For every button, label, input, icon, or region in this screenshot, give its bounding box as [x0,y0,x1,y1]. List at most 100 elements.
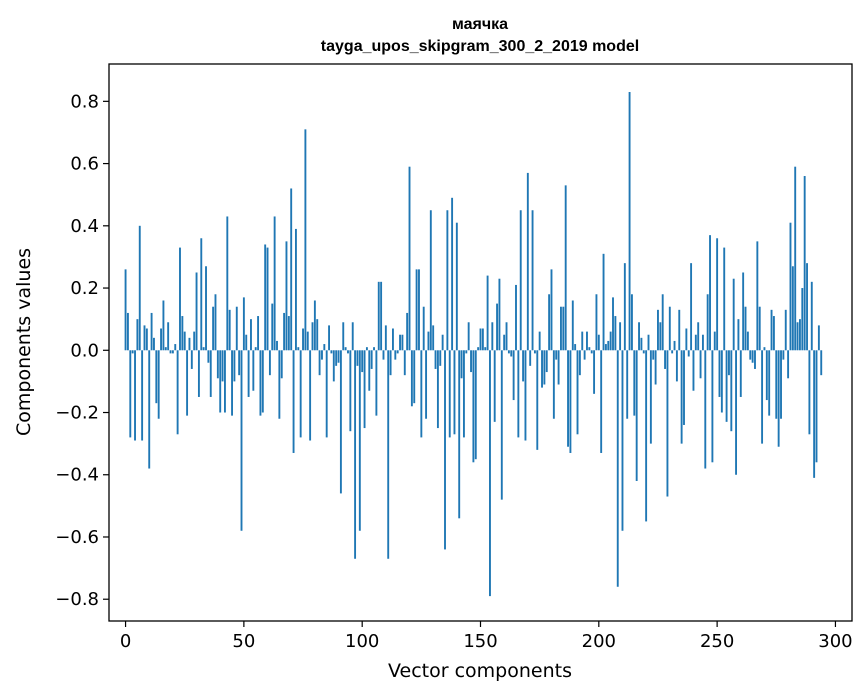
bar [321,350,323,360]
bar [517,350,520,438]
bar [744,306,747,351]
bar [723,247,726,351]
y-axis-label: Components values [13,248,35,436]
bar [479,328,482,351]
bar [801,288,804,351]
bar [732,278,735,351]
bar [339,350,342,494]
bar [477,347,480,351]
bar [181,316,184,351]
bar [640,337,643,351]
bar [344,347,347,351]
bar [458,350,461,519]
bar [545,350,548,373]
bar [384,325,387,351]
bar [486,275,489,351]
bar [761,350,764,444]
bar [642,350,645,354]
y-tick-label: 0.2 [70,278,99,299]
bar [571,300,574,351]
bar [796,322,799,351]
bar [205,266,207,351]
bar [507,350,510,354]
bar [176,350,179,435]
bar [664,350,667,369]
bar [299,350,302,438]
bar [164,347,167,351]
x-tick-label: 250 [700,631,734,652]
bar [718,350,721,397]
bar [247,350,250,397]
bar [588,347,591,351]
bar [673,340,676,351]
y-tick-label: −0.4 [55,465,99,486]
bar [143,325,146,351]
bar [557,350,560,385]
bar [647,334,650,351]
bar [803,176,806,351]
bar [190,350,193,369]
bar [394,350,397,360]
bar [268,350,271,376]
bar [524,350,527,441]
bar [451,197,454,351]
bar [472,350,475,463]
bar [562,306,565,351]
bar [399,334,401,351]
bar [455,222,458,351]
bar [226,216,229,351]
bar [612,297,614,351]
bar [302,328,304,351]
x-tick-label: 100 [345,631,379,652]
bar [174,344,177,351]
chart-subtitle: tayga_upos_skipgram_300_2_2019 model [321,38,639,55]
bar [377,281,380,351]
bar [538,331,541,351]
bar [368,350,371,391]
bar [337,350,340,363]
bar [347,350,349,354]
bar [645,350,648,522]
bar [446,210,449,351]
bar [332,350,335,382]
bar [654,350,657,385]
bar [231,350,233,416]
bar [510,350,513,357]
bar [387,350,390,559]
bar [349,350,352,432]
bar [550,269,553,351]
bar [704,350,707,469]
bar [583,350,586,360]
bar [401,334,404,351]
bar [628,92,631,351]
bar [626,350,629,419]
bar [238,350,241,376]
chart-title: маячка [452,16,508,33]
bar [228,309,231,351]
y-tick-label: 0.4 [70,216,99,237]
bar [325,350,328,438]
bar [683,350,685,425]
bar [330,350,333,354]
bar [749,350,752,360]
bar [420,350,423,438]
bar [777,350,780,447]
bar [666,350,669,497]
bar [694,334,697,351]
bar [529,350,532,366]
bar [735,350,737,475]
bar [460,350,463,379]
bar [313,300,316,351]
bar [671,350,674,354]
bar [770,309,773,351]
bar [711,350,714,463]
bar [179,247,181,351]
bar [276,340,278,351]
bar [453,350,456,435]
bar [448,350,451,438]
bar [692,350,695,391]
bar [576,350,579,435]
bar [290,188,293,351]
bar [574,344,577,351]
